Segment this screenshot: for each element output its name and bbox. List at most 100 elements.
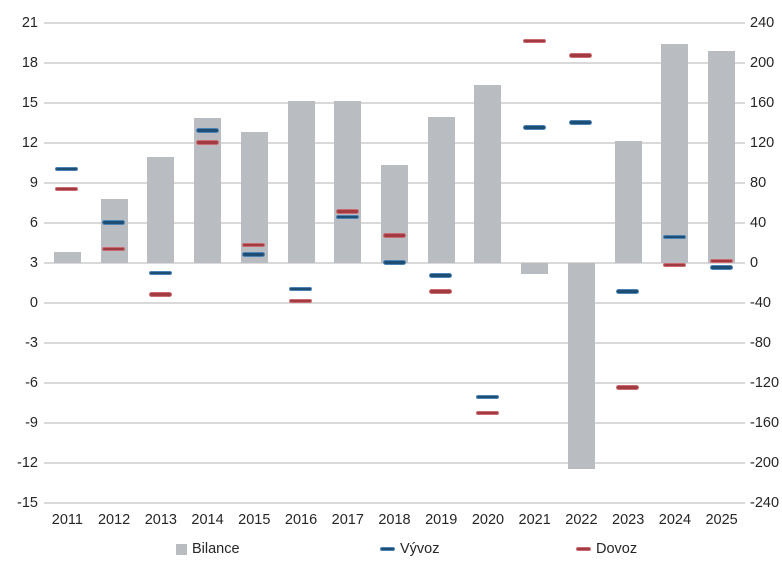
y-axis-tick-right: 0 bbox=[750, 255, 759, 271]
dovoz-marker-2013 bbox=[148, 292, 172, 297]
gridline bbox=[44, 142, 745, 144]
y-axis-tick-left: 6 bbox=[29, 215, 38, 231]
dovoz-marker-2019 bbox=[429, 289, 453, 294]
vyvoz-marker-2024 bbox=[662, 234, 686, 240]
chart-legend: Bilance Vývoz Dovoz bbox=[0, 538, 782, 560]
dovoz-marker-2025 bbox=[709, 258, 733, 264]
y-axis-tick-left: 3 bbox=[29, 255, 38, 271]
x-axis-label: 2021 bbox=[518, 512, 551, 528]
y-axis-tick-right: 160 bbox=[750, 95, 775, 111]
y-axis-tick-left: -12 bbox=[17, 455, 38, 471]
vyvoz-marker-2023 bbox=[616, 289, 640, 294]
bilance-bar-2020 bbox=[474, 85, 502, 263]
dovoz-marker-2018 bbox=[382, 233, 406, 238]
dovoz-marker-2016 bbox=[289, 298, 313, 304]
bilance-bar-2012 bbox=[100, 199, 128, 263]
vyvoz-marker-2019 bbox=[429, 273, 453, 278]
legend-label-bilance: Bilance bbox=[192, 541, 240, 557]
bilance-bar-2018 bbox=[381, 165, 408, 263]
bilance-bar-2024 bbox=[661, 44, 689, 263]
y-axis-tick-left: 0 bbox=[29, 295, 38, 311]
y-axis-tick-left: -3 bbox=[25, 335, 38, 351]
vyvoz-marker-2012 bbox=[102, 220, 126, 225]
y-axis-tick-left: 15 bbox=[21, 95, 38, 111]
vyvoz-marker-2013 bbox=[148, 270, 172, 276]
gridline bbox=[44, 102, 745, 104]
vyvoz-marker-2020 bbox=[475, 394, 499, 400]
legend-item-bilance: Bilance bbox=[176, 541, 240, 557]
y-axis-tick-left: -15 bbox=[17, 495, 38, 511]
bilance-bar-2021 bbox=[521, 263, 549, 274]
y-axis-tick-left: -9 bbox=[25, 415, 38, 431]
x-axis-label: 2014 bbox=[191, 512, 224, 528]
y-axis-tick-right: -200 bbox=[750, 455, 780, 471]
x-axis-label: 2024 bbox=[658, 512, 692, 528]
bilance-bar-2011 bbox=[53, 252, 81, 263]
dovoz-legend-swatch-icon bbox=[576, 547, 591, 551]
vyvoz-marker-2021 bbox=[522, 125, 546, 130]
gridline bbox=[44, 22, 745, 24]
vyvoz-marker-2014 bbox=[195, 128, 219, 133]
dovoz-marker-2012 bbox=[102, 246, 126, 252]
y-axis-tick-left: 21 bbox=[21, 15, 38, 31]
gridline bbox=[44, 462, 745, 464]
x-axis-label: 2019 bbox=[425, 512, 458, 528]
gridline bbox=[44, 62, 745, 64]
x-axis-label: 2012 bbox=[97, 512, 131, 528]
vyvoz-marker-2025 bbox=[709, 265, 733, 270]
legend-label-vyvoz: Vývoz bbox=[400, 541, 440, 557]
vyvoz-marker-2022 bbox=[569, 120, 593, 125]
y-axis-tick-right: -240 bbox=[750, 495, 780, 511]
x-axis-label: 2022 bbox=[565, 512, 598, 528]
y-axis-tick-left: 18 bbox=[21, 55, 38, 71]
bilance-bar-2019 bbox=[427, 117, 455, 263]
vyvoz-marker-2017 bbox=[335, 214, 359, 220]
bilance-legend-swatch-icon bbox=[176, 543, 187, 555]
x-axis-label: 2016 bbox=[284, 512, 318, 528]
legend-label-dovoz: Dovoz bbox=[596, 541, 638, 557]
y-axis-tick-left: 9 bbox=[29, 175, 38, 191]
y-axis-tick-right: 80 bbox=[750, 175, 767, 191]
bilance-bar-2023 bbox=[614, 141, 642, 263]
x-axis-label: 2017 bbox=[331, 512, 364, 528]
vyvoz-marker-2011 bbox=[55, 166, 79, 172]
y-axis-tick-right: 120 bbox=[750, 135, 775, 151]
x-axis-label: 2013 bbox=[144, 512, 177, 528]
bilance-bar-2016 bbox=[287, 101, 315, 263]
dovoz-marker-2015 bbox=[242, 242, 266, 248]
gridline bbox=[44, 302, 745, 304]
y-axis-tick-right: -80 bbox=[750, 335, 771, 351]
x-axis-label: 2023 bbox=[612, 512, 645, 528]
x-axis-label: 2018 bbox=[378, 512, 411, 528]
dovoz-marker-2022 bbox=[569, 53, 593, 58]
dovoz-marker-2020 bbox=[475, 410, 499, 416]
x-axis-label: 2015 bbox=[238, 512, 271, 528]
gridline bbox=[44, 422, 745, 424]
y-axis-tick-right: -160 bbox=[750, 415, 780, 431]
bilance-bar-2015 bbox=[240, 132, 268, 263]
dovoz-marker-2023 bbox=[616, 385, 640, 390]
dovoz-marker-2011 bbox=[55, 186, 79, 192]
x-axis-label: 2025 bbox=[705, 512, 738, 528]
bilance-bar-2022 bbox=[567, 263, 595, 469]
y-axis-tick-right: 200 bbox=[750, 55, 775, 71]
bilance-bar-2013 bbox=[147, 157, 175, 263]
dovoz-marker-2017 bbox=[335, 209, 359, 214]
y-axis-tick-right: 240 bbox=[750, 15, 775, 31]
y-axis-tick-right: 40 bbox=[750, 215, 767, 231]
y-axis-tick-right: -120 bbox=[750, 375, 780, 391]
gridline bbox=[44, 502, 745, 504]
dovoz-marker-2024 bbox=[662, 262, 686, 268]
gridline bbox=[44, 342, 745, 344]
vyvoz-marker-2018 bbox=[382, 260, 406, 265]
vyvoz-marker-2015 bbox=[242, 252, 266, 257]
dovoz-marker-2021 bbox=[522, 38, 546, 44]
dovoz-marker-2014 bbox=[195, 140, 219, 145]
bilance-bar-2025 bbox=[708, 51, 736, 263]
x-axis-label: 2020 bbox=[471, 512, 505, 528]
y-axis-tick-left: 12 bbox=[21, 135, 38, 151]
legend-item-dovoz: Dovoz bbox=[576, 541, 637, 557]
vyvoz-marker-2016 bbox=[289, 286, 313, 292]
gridline bbox=[44, 382, 745, 384]
